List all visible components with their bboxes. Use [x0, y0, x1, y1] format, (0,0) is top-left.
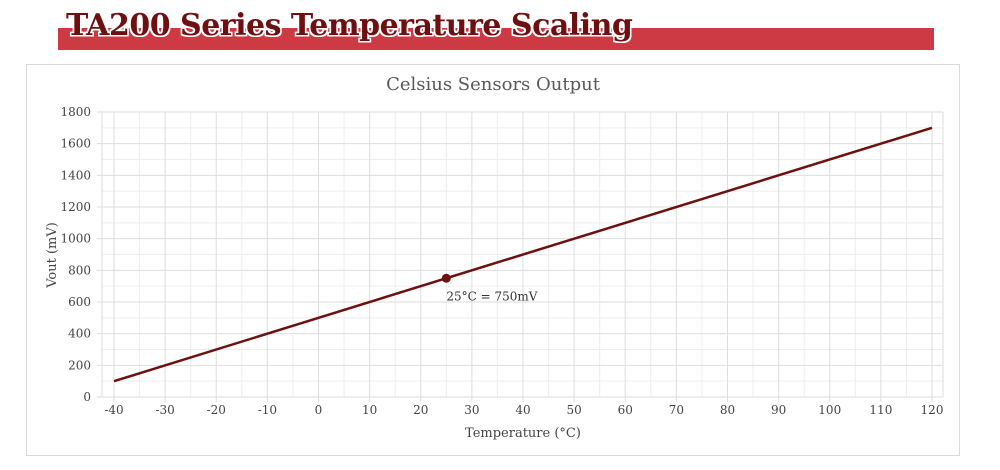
x-tick-label: 120 [921, 403, 944, 417]
x-tick-label: 80 [720, 403, 735, 417]
x-tick-label: 70 [669, 403, 684, 417]
x-axis-title: Temperature (°C) [465, 426, 581, 441]
y-tick-label: 1400 [60, 168, 91, 182]
x-tick-label: -30 [155, 403, 174, 417]
y-tick-label: 200 [68, 358, 91, 372]
annotation-layer: 25°C = 750mV [441, 273, 538, 303]
series-line [113, 126, 933, 383]
y-axis-title: Vout (mV) [45, 222, 60, 289]
y-tick-label: 1000 [60, 232, 91, 246]
x-tick-label: 90 [771, 403, 786, 417]
x-tick-label: 30 [464, 403, 479, 417]
x-tick-label: -40 [104, 403, 123, 417]
page-title: TA200 Series Temperature Scaling [66, 8, 633, 43]
annotation-marker [441, 273, 451, 283]
x-tick-label: 0 [315, 403, 323, 417]
x-tick-label: 110 [869, 403, 892, 417]
chart-title: Celsius Sensors Output [386, 74, 601, 95]
x-tick-label: -10 [258, 403, 277, 417]
x-tick-label: 40 [515, 403, 530, 417]
y-tick-labels: 0 200 400 600 800 1000 1200 1400 1600 1800 [60, 105, 91, 404]
series-layer [113, 126, 933, 383]
y-tick-label: 1600 [60, 137, 91, 151]
x-tick-label: 60 [618, 403, 633, 417]
title-banner [58, 28, 934, 50]
x-tick-label: 20 [413, 403, 428, 417]
y-tick-label: 800 [68, 263, 91, 277]
y-tick-label: 1800 [60, 105, 91, 119]
y-tick-label: 600 [68, 295, 91, 309]
y-tick-label: 400 [68, 327, 91, 341]
grid [97, 111, 944, 402]
x-tick-label: 50 [566, 403, 581, 417]
y-tick-label: 0 [83, 390, 91, 404]
y-tick-label: 1200 [60, 200, 91, 214]
x-tick-label: 10 [362, 403, 377, 417]
x-tick-label: -20 [207, 403, 226, 417]
annotation-label: 25°C = 750mV [446, 289, 537, 303]
x-tick-labels: -40 -30 -20 -10 0 10 20 30 40 50 60 70 80 90 100 110 120 [104, 403, 943, 417]
x-tick-label: 100 [818, 403, 841, 417]
